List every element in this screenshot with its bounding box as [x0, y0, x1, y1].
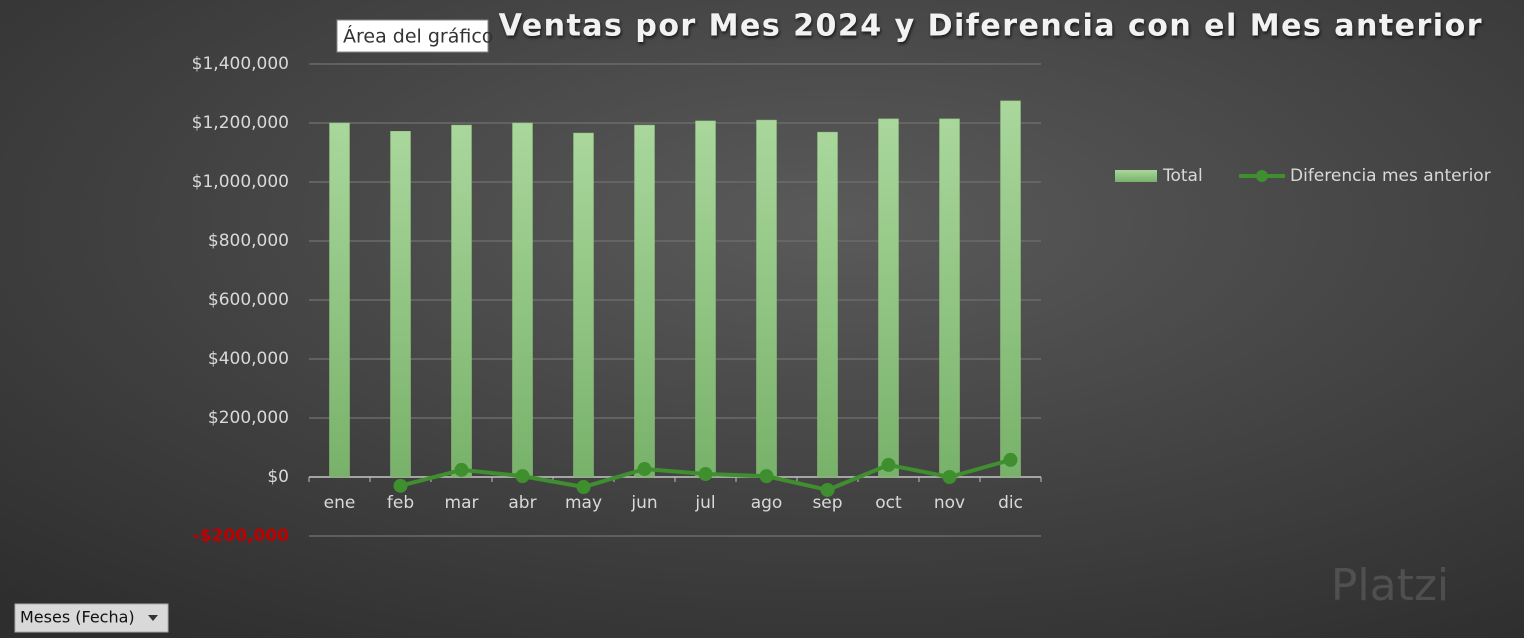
- y-tick-label: $800,000: [208, 231, 289, 251]
- line-marker: [515, 469, 530, 484]
- bar: [695, 120, 716, 478]
- line-marker: [881, 457, 896, 472]
- bar: [756, 119, 777, 478]
- x-tick-label: may: [565, 493, 602, 513]
- bar: [817, 131, 838, 478]
- line-marker: [942, 470, 957, 484]
- x-tick-label: feb: [387, 493, 414, 513]
- legend-label: Diferencia mes anterior: [1290, 166, 1491, 186]
- line-marker: [576, 480, 591, 495]
- bar: [634, 124, 655, 478]
- y-tick-label: $1,400,000: [192, 54, 289, 74]
- y-tick-label: -$200,000: [193, 526, 289, 546]
- bar: [939, 118, 960, 478]
- watermark: Platzi: [1331, 560, 1449, 611]
- line-marker: [637, 462, 652, 477]
- bar: [878, 118, 899, 478]
- bar: [390, 131, 411, 478]
- field-button[interactable]: [14, 603, 169, 633]
- legend-swatch: [1115, 170, 1157, 182]
- bar: [1000, 100, 1021, 478]
- line-marker: [393, 478, 408, 493]
- field-button-label[interactable]: Meses (Fecha): [20, 608, 135, 627]
- x-tick-label: dic: [998, 493, 1023, 513]
- x-tick-label: jul: [694, 493, 715, 513]
- line-marker: [1003, 452, 1018, 467]
- y-tick-label: $1,200,000: [192, 113, 289, 133]
- line-marker: [759, 469, 774, 484]
- line-marker: [820, 482, 835, 497]
- x-tick-label: oct: [875, 493, 902, 513]
- tooltip: Área del gráfico: [343, 25, 493, 48]
- line-marker: [698, 467, 713, 482]
- y-tick-label: $600,000: [208, 290, 289, 310]
- dropdown-arrow[interactable]: [148, 615, 158, 621]
- bar: [329, 122, 350, 478]
- tooltip-box: [336, 19, 489, 53]
- y-tick-label: $0: [267, 467, 289, 487]
- x-tick-label: ene: [324, 493, 356, 513]
- plot-area: -$200,000 $0 $200,000 $400,000 $600,000 $800,…: [192, 54, 1491, 546]
- bar: [451, 124, 472, 478]
- legend-label: Total: [1162, 166, 1203, 186]
- y-tick-label: $200,000: [208, 408, 289, 428]
- x-tick-label: ago: [751, 493, 783, 513]
- bar: [512, 122, 533, 478]
- x-tick-label: mar: [445, 493, 479, 513]
- chart-title: Ventas por Mes 2024 y Diferencia con el …: [499, 9, 1483, 44]
- x-tick-label: nov: [934, 493, 965, 513]
- bar: [573, 132, 594, 478]
- x-tick-label: abr: [508, 493, 536, 513]
- x-tick-label: jun: [630, 493, 657, 513]
- legend-swatch: [1256, 170, 1268, 182]
- y-tick-label: $1,000,000: [192, 172, 289, 192]
- line-marker: [454, 462, 469, 477]
- x-tick-label: sep: [812, 493, 842, 513]
- y-tick-label: $400,000: [208, 349, 289, 369]
